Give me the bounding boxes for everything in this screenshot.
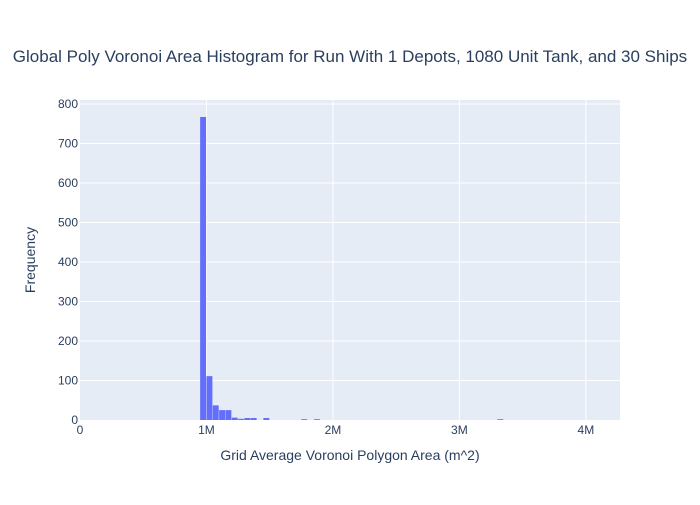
histogram-bar (263, 418, 270, 420)
x-axis-ticks: 0 1M 2M 3M 4M (77, 423, 595, 437)
y-axis-ticks: 0 100 200 300 400 500 600 700 800 (58, 97, 78, 427)
histogram-bar (206, 376, 213, 420)
y-tick-label: 300 (58, 294, 78, 308)
y-tick-label: 500 (58, 215, 78, 229)
y-tick-label: 400 (58, 255, 78, 269)
y-tick-label: 600 (58, 176, 78, 190)
histogram-bar (250, 418, 257, 420)
y-tick-label: 700 (58, 136, 78, 150)
bars (200, 116, 504, 420)
histogram-bar (231, 417, 238, 420)
histogram-bar (200, 116, 207, 420)
x-tick-label: 1M (198, 423, 215, 437)
histogram-bar (225, 410, 232, 420)
y-tick-label: 800 (58, 97, 78, 111)
y-tick-label: 200 (58, 334, 78, 348)
histogram-bar (238, 418, 245, 420)
x-tick-label: 2M (325, 423, 342, 437)
x-axis-label: Grid Average Voronoi Polygon Area (m^2) (220, 447, 479, 463)
histogram-bar (497, 419, 504, 420)
y-tick-label: 0 (71, 413, 78, 427)
grid-lines (80, 100, 620, 420)
x-tick-label: 4M (578, 423, 595, 437)
x-tick-label: 3M (451, 423, 468, 437)
histogram-bar (301, 419, 308, 420)
chart-title: Global Poly Voronoi Area Histogram for R… (13, 47, 687, 66)
y-tick-label: 100 (58, 373, 78, 387)
histogram-bar (219, 410, 226, 420)
histogram-bar (244, 418, 251, 420)
y-axis-label: Frequency (22, 227, 38, 293)
plot-background (80, 100, 620, 420)
x-tick-label: 0 (77, 423, 84, 437)
histogram-bar (212, 405, 219, 420)
histogram-bar (313, 419, 320, 420)
